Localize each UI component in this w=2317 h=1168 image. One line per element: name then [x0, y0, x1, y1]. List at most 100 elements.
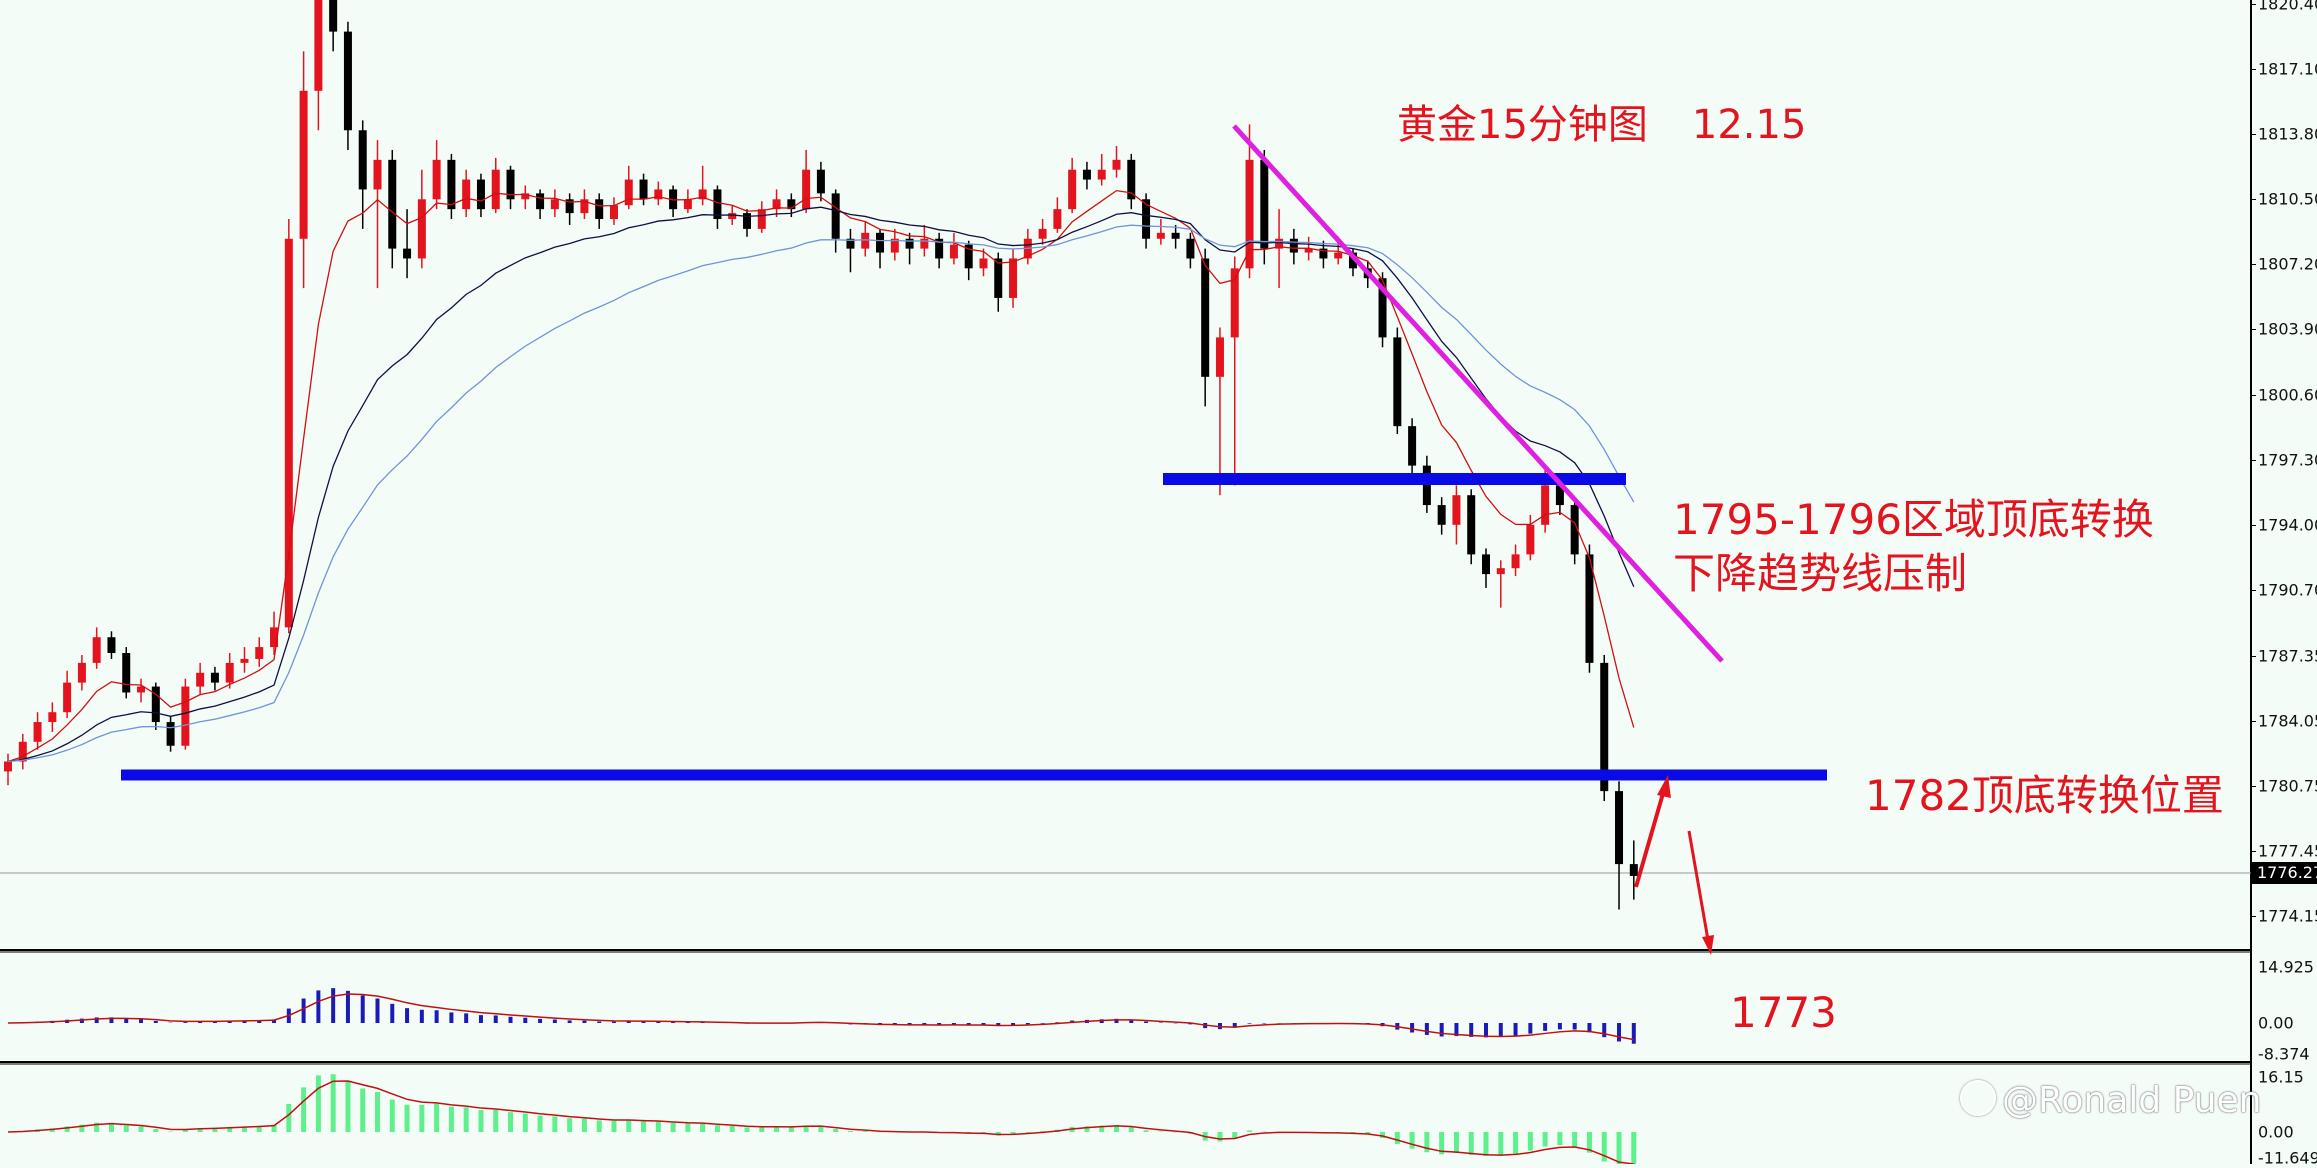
- candle-body: [63, 682, 72, 713]
- candle: [107, 631, 116, 659]
- candle: [1215, 327, 1224, 496]
- candle-body: [299, 90, 308, 239]
- price-tick: [2251, 721, 2256, 723]
- candle-body: [1585, 554, 1594, 663]
- candle: [1437, 497, 1446, 535]
- candle-body: [33, 722, 42, 742]
- candle-body: [1467, 495, 1476, 555]
- price-tick-label: 1813.80: [2258, 124, 2317, 144]
- candle-body: [757, 209, 766, 229]
- candle-body: [1127, 159, 1136, 200]
- candle: [1038, 219, 1047, 245]
- candle: [550, 189, 559, 218]
- candle: [1230, 256, 1239, 486]
- candle-body: [107, 637, 116, 654]
- price-tick-label: 1807.20: [2258, 254, 2317, 274]
- candle: [4, 753, 12, 786]
- candle-body: [1201, 258, 1210, 377]
- candle: [1289, 228, 1298, 265]
- candle-body: [1526, 524, 1535, 555]
- candle: [403, 209, 412, 279]
- candle: [876, 228, 885, 269]
- candle-body: [1629, 864, 1638, 876]
- candle: [772, 189, 781, 218]
- candle: [979, 248, 988, 277]
- price-tick-label: 1803.90: [2258, 319, 2317, 339]
- candle-body: [890, 238, 899, 253]
- candle-body: [358, 130, 367, 190]
- candle: [181, 678, 190, 750]
- candle-body: [920, 238, 929, 249]
- candle-body: [196, 672, 205, 687]
- candle: [358, 120, 367, 229]
- candle-body: [417, 199, 426, 259]
- candle-body: [787, 199, 796, 210]
- candle: [476, 173, 485, 218]
- candle-body: [550, 199, 559, 210]
- candle-body: [1082, 169, 1091, 180]
- candle: [1629, 840, 1638, 900]
- candle: [935, 232, 944, 269]
- ma-slow-line: [7, 224, 1635, 763]
- price-tick-label: 1774.15: [2258, 906, 2317, 926]
- candle-body: [521, 193, 530, 200]
- price-tick-label: 1817.10: [2258, 59, 2317, 79]
- candle: [1068, 157, 1077, 214]
- candle: [299, 51, 308, 289]
- candle-body: [683, 199, 692, 210]
- candle-body: [802, 169, 811, 210]
- candle: [743, 209, 751, 237]
- candle-body: [1186, 238, 1195, 259]
- candle-body: [432, 159, 441, 200]
- price-tick: [2251, 199, 2256, 201]
- candle: [1496, 560, 1505, 608]
- macd-signal-line: [7, 993, 1634, 1041]
- candle: [92, 627, 101, 669]
- candle: [491, 157, 500, 214]
- candle-body: [48, 712, 57, 723]
- candle: [609, 197, 618, 225]
- candle-body: [476, 179, 485, 210]
- price-tick-label: 1777.45: [2258, 841, 2317, 861]
- candle: [1112, 146, 1121, 178]
- candle-body: [1348, 252, 1357, 269]
- candle: [580, 189, 589, 220]
- candle-body: [565, 199, 574, 214]
- candle: [343, 21, 352, 150]
- price-tick-label: 1780.75: [2258, 776, 2317, 796]
- candle-body: [166, 722, 175, 746]
- candle-body: [595, 199, 604, 220]
- candle-body: [373, 159, 382, 190]
- candle-body: [491, 169, 500, 210]
- descending-trendline: [1232, 124, 1724, 663]
- price-tick-label: 1800.60: [2258, 385, 2317, 405]
- candle-body: [1393, 337, 1402, 427]
- moving-averages: [7, 189, 1635, 763]
- level-annotation: 1782顶底转换位置: [1865, 771, 2224, 820]
- price-tick: [2251, 655, 2256, 657]
- candle: [1467, 489, 1476, 565]
- price-tick-label: 1810.50: [2258, 189, 2317, 209]
- candle-body: [1600, 662, 1609, 792]
- candle: [1393, 327, 1402, 435]
- candle: [949, 232, 958, 265]
- candle-body: [1171, 232, 1180, 239]
- candle: [373, 140, 382, 289]
- price-tick: [2251, 4, 2256, 5]
- candle: [683, 189, 692, 214]
- candle: [624, 165, 633, 210]
- candle: [757, 201, 766, 233]
- candle-body: [506, 169, 515, 200]
- indicator-tick-label: -11.649: [2258, 1148, 2317, 1168]
- candle-body: [1511, 554, 1520, 569]
- candle-body: [1496, 568, 1505, 575]
- candle: [1082, 161, 1091, 190]
- candle: [802, 149, 811, 214]
- candle-body: [1112, 159, 1121, 170]
- candle-body: [846, 238, 855, 249]
- candle: [225, 653, 234, 689]
- price-tick: [2251, 264, 2256, 266]
- price-tick: [2251, 589, 2256, 591]
- candle: [1171, 224, 1180, 249]
- candle: [1408, 418, 1417, 474]
